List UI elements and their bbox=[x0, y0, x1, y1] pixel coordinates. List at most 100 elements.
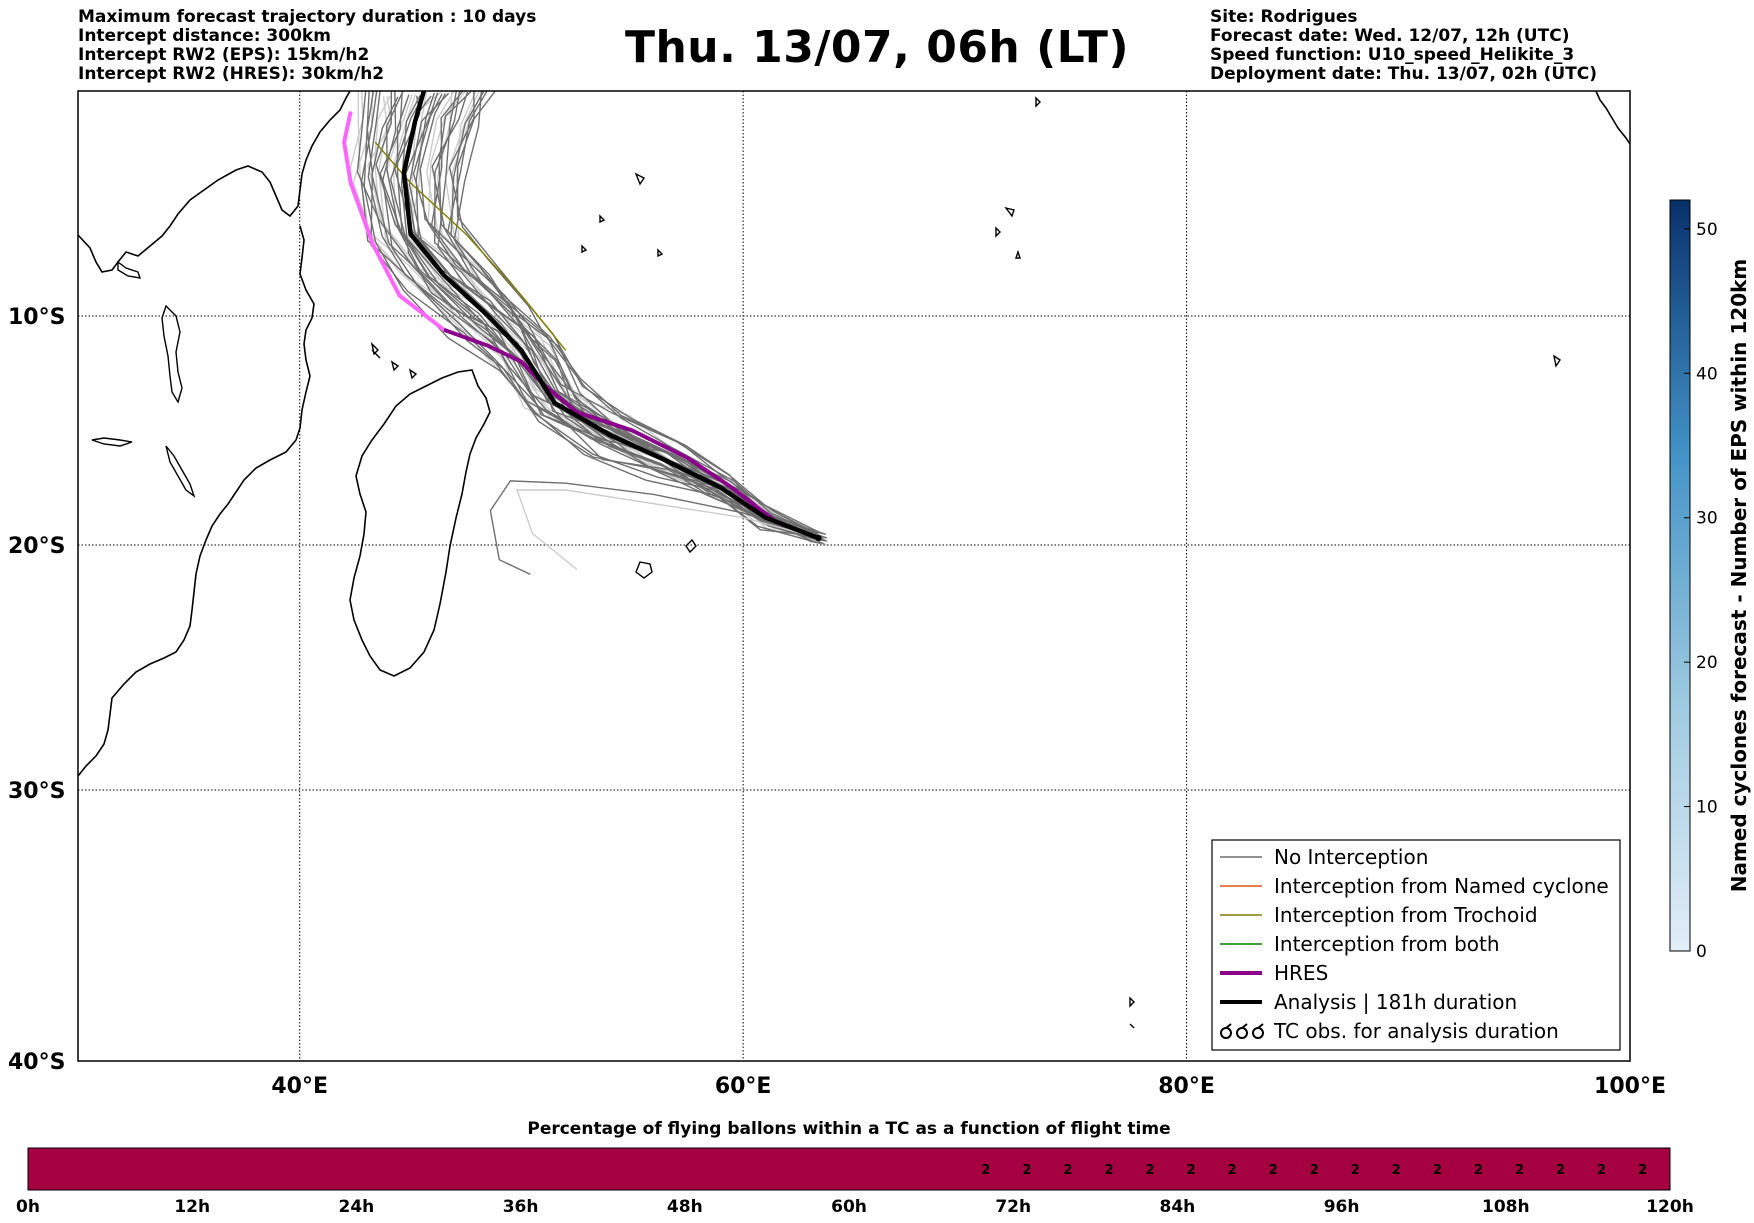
timebar-value: 2 bbox=[1597, 1163, 1606, 1178]
ensemble-track bbox=[389, 94, 816, 540]
lake-malawi bbox=[165, 445, 196, 498]
lake-victoria bbox=[161, 304, 183, 404]
timebar-value: 2 bbox=[1269, 1163, 1278, 1178]
ensemble-track bbox=[379, 91, 818, 541]
ensemble-track bbox=[357, 91, 826, 542]
ensemble-track bbox=[356, 91, 824, 542]
timebar-tick-label: 36h bbox=[503, 1197, 539, 1217]
ensemble-track bbox=[352, 91, 813, 533]
timebar-fill bbox=[27, 1147, 1671, 1191]
legend-label: HRES bbox=[1274, 961, 1328, 985]
timebar-value: 2 bbox=[1104, 1163, 1113, 1178]
tc-icon bbox=[1220, 1023, 1264, 1039]
header-left-line: Maximum forecast trajectory duration : 1… bbox=[78, 7, 537, 27]
launch-site-marker bbox=[815, 535, 822, 542]
lat-label: 10°S bbox=[8, 305, 65, 330]
ensemble-track bbox=[386, 91, 813, 536]
ensemble-track bbox=[360, 91, 816, 537]
legend-box bbox=[1211, 839, 1621, 1051]
colorbar-tick-label: 50 bbox=[1696, 220, 1718, 240]
analysis-track bbox=[401, 91, 820, 541]
timebar-value: 2 bbox=[1638, 1163, 1647, 1178]
colorbar-scale bbox=[1669, 199, 1691, 952]
timebar-value: 2 bbox=[1022, 1163, 1031, 1178]
ensemble-track bbox=[366, 91, 822, 541]
header-right-line: Forecast date: Wed. 12/07, 12h (UTC) bbox=[1210, 26, 1570, 46]
timebar-value: 2 bbox=[1063, 1163, 1072, 1178]
legend: No Interception Interception from Named c… bbox=[1211, 839, 1621, 1051]
flight-time-bar: Percentage of flying ballons within a TC… bbox=[16, 1119, 1694, 1217]
legend-label: Interception from Named cyclone bbox=[1274, 874, 1609, 898]
timebar-value: 2 bbox=[1146, 1163, 1155, 1178]
header-right-line: Site: Rodrigues bbox=[1210, 7, 1358, 27]
timebar-tick-label: 84h bbox=[1160, 1197, 1196, 1217]
maldives-chagos bbox=[995, 96, 1041, 259]
seychelles-islands bbox=[581, 172, 664, 258]
lon-label: 40°E bbox=[271, 1074, 328, 1099]
ensemble-track bbox=[378, 96, 828, 546]
indonesia-coastline bbox=[1595, 91, 1630, 145]
header-left-line: Intercept RW2 (EPS): 15km/h2 bbox=[78, 45, 370, 65]
ensemble-track bbox=[419, 93, 823, 535]
header-left-line: Intercept distance: 300km bbox=[78, 26, 331, 46]
legend-label: Interception from both bbox=[1274, 932, 1500, 956]
colorbar-tick-label: 40 bbox=[1696, 364, 1718, 384]
ensemble-track bbox=[436, 91, 816, 544]
timebar-value: 2 bbox=[981, 1163, 990, 1178]
timebar-tick-label: 96h bbox=[1324, 1197, 1360, 1217]
hres-track bbox=[443, 327, 820, 540]
header-right-info: Site: Rodrigues Forecast date: Wed. 12/07… bbox=[1210, 8, 1597, 84]
page-title: Thu. 13/07, 06h (LT) bbox=[624, 22, 1130, 73]
legend-label: Analysis | 181h duration bbox=[1274, 990, 1517, 1014]
map-gridlines bbox=[78, 91, 1630, 1061]
ensemble-track bbox=[447, 91, 828, 543]
timebar-tick-label: 48h bbox=[667, 1197, 703, 1217]
ensemble-track bbox=[407, 91, 815, 540]
timebar-tick-label: 120h bbox=[1646, 1197, 1694, 1217]
comoros-islands bbox=[370, 341, 418, 380]
madagascar-coastline bbox=[349, 369, 491, 677]
mascarene-islands bbox=[635, 538, 697, 579]
trajectory-tracks bbox=[342, 91, 828, 576]
ensemble-track bbox=[411, 91, 820, 544]
timebar-value: 2 bbox=[1351, 1163, 1360, 1178]
colorbar: 0 10 20 30 40 50 Named cyclones forecast - Num… bbox=[1669, 199, 1751, 962]
timebar-value: 2 bbox=[1310, 1163, 1319, 1178]
axis-labels: 10°S 20°S 30°S 40°S 40°E 60°E 80°E 100°E bbox=[8, 305, 1666, 1099]
header-right-line: Speed function: U10_speed_Helikite_3 bbox=[1210, 45, 1575, 65]
header-left-info: Maximum forecast trajectory duration : 1… bbox=[78, 8, 536, 84]
coastlines bbox=[78, 91, 1630, 1029]
lon-label: 100°E bbox=[1594, 1074, 1666, 1099]
header-left-line: Intercept RW2 (HRES): 30km/h2 bbox=[78, 64, 385, 84]
colorbar-tick-label: 0 bbox=[1696, 942, 1707, 962]
timebar-title: Percentage of flying ballons within a TC… bbox=[527, 1119, 1170, 1139]
ensemble-track bbox=[438, 91, 824, 538]
legend-label: TC obs. for analysis duration bbox=[1273, 1019, 1559, 1043]
header-right-line: Deployment date: Thu. 13/07, 02h (UTC) bbox=[1210, 64, 1597, 84]
lat-label: 30°S bbox=[8, 779, 65, 804]
timebar-value: 2 bbox=[1474, 1163, 1483, 1178]
timebar-value: 2 bbox=[1556, 1163, 1565, 1178]
colorbar-title: Named cyclones forecast - Number of EPS … bbox=[1727, 259, 1751, 893]
ensemble-track bbox=[450, 91, 815, 533]
colorbar-tick-label: 30 bbox=[1696, 509, 1718, 529]
legend-label: Interception from Trochoid bbox=[1274, 903, 1538, 927]
ensemble-track bbox=[367, 96, 822, 542]
lon-label: 60°E bbox=[715, 1074, 772, 1099]
ensemble-track bbox=[363, 91, 819, 537]
timebar-tick-label: 0h bbox=[16, 1197, 40, 1217]
timebar-value: 2 bbox=[1187, 1163, 1196, 1178]
lake-tanganyika bbox=[91, 437, 133, 447]
lat-label: 20°S bbox=[8, 534, 65, 559]
ensemble-track bbox=[367, 91, 811, 533]
timebar-value: 2 bbox=[1433, 1163, 1442, 1178]
timebar-tick-label: 108h bbox=[1482, 1197, 1530, 1217]
trochoid-track bbox=[374, 141, 567, 351]
legend-label: No Interception bbox=[1274, 845, 1428, 869]
timebar-tick-label: 12h bbox=[174, 1197, 210, 1217]
socotra-island bbox=[117, 260, 142, 279]
timebar-tick-label: 72h bbox=[995, 1197, 1031, 1217]
colorbar-tick-label: 20 bbox=[1696, 653, 1718, 673]
ensemble-track bbox=[489, 480, 819, 576]
